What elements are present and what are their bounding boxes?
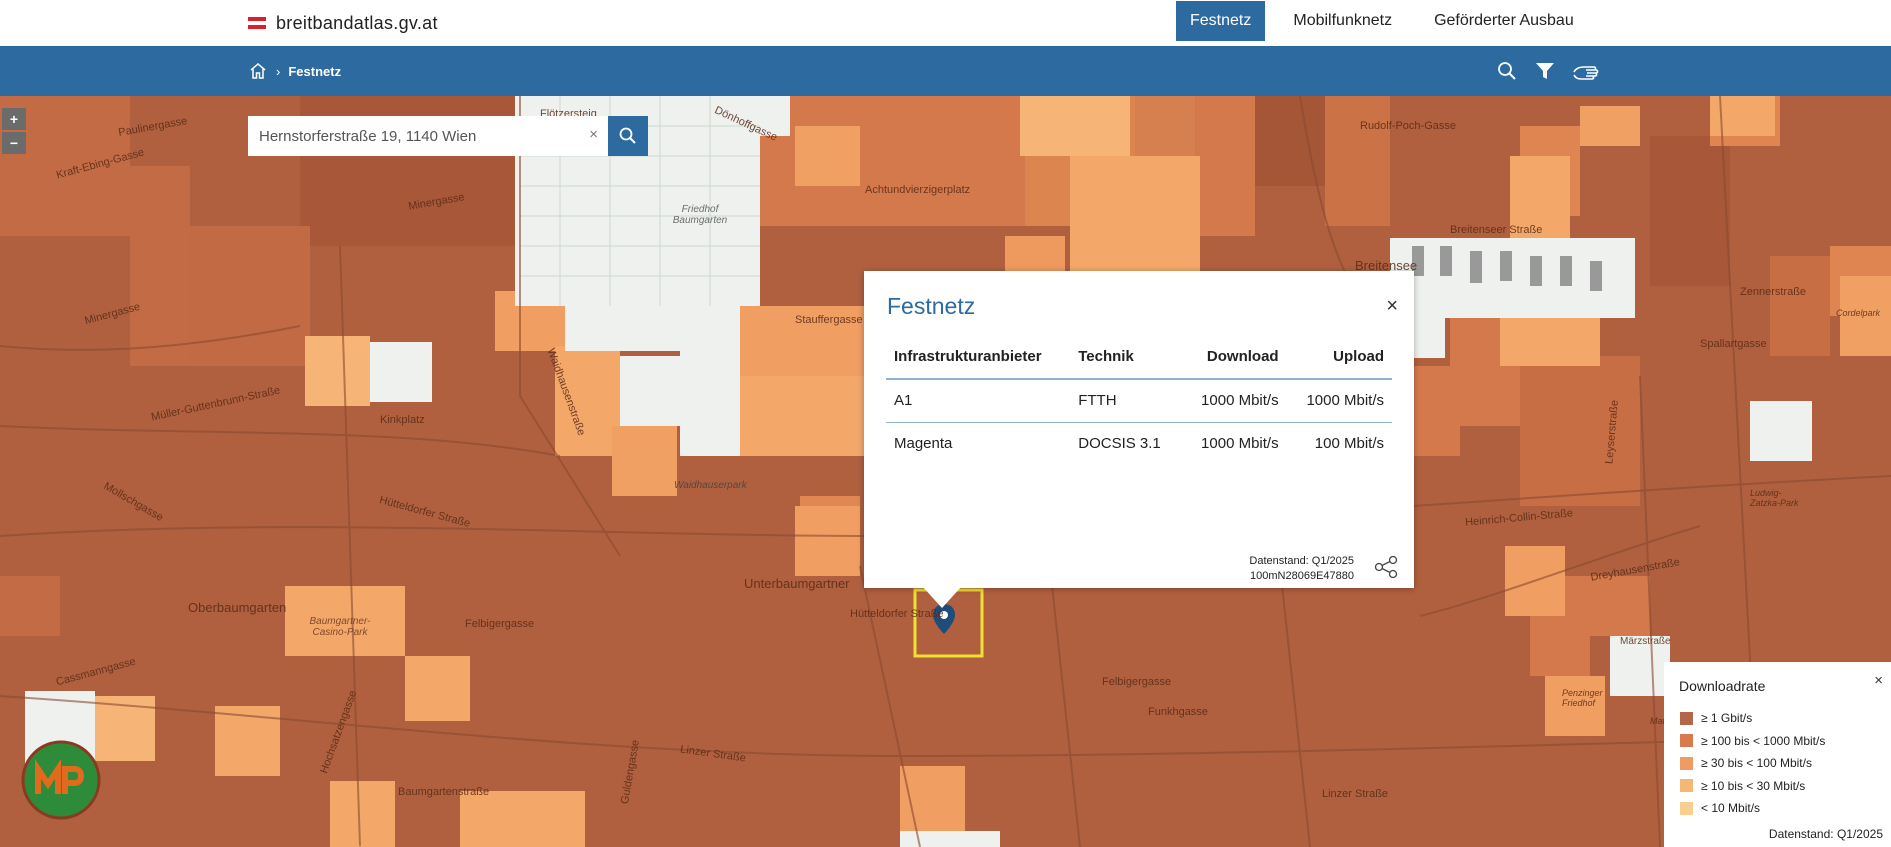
search-input[interactable]: Hernstorferstraße 19, 1140 Wien × — [248, 116, 608, 156]
legend-swatch — [1680, 779, 1693, 793]
legend-label: ≥ 30 bis < 100 Mbit/s — [1701, 756, 1812, 771]
fixed-network-popup: Festnetz × Infrastrukturanbieter Technik… — [864, 271, 1414, 588]
street-label: Achtundvierzigerplatz — [865, 184, 971, 196]
mp-logo — [21, 740, 101, 820]
legend-data-status: Datenstand: Q1/2025 — [1768, 827, 1883, 841]
breadcrumb: › Festnetz — [248, 46, 341, 96]
street-label: Felbigergasse — [465, 618, 535, 630]
breadcrumb-bar: › Festnetz — [0, 46, 1891, 96]
download-rate-legend: Downloadrate × ≥ 1 Gbit/s ≥ 100 bis < 10… — [1664, 662, 1891, 847]
street-label: Oberbaumgarten — [188, 600, 287, 615]
hand-pointer-icon[interactable] — [1572, 60, 1600, 82]
legend-label: ≥ 1 Gbit/s — [1701, 711, 1753, 726]
legend-close-icon[interactable]: × — [1874, 672, 1883, 689]
street-label: Ludwig-Zatzka-Park — [1750, 488, 1799, 508]
legend-list: ≥ 1 Gbit/s ≥ 100 bis < 1000 Mbit/s ≥ 30 … — [1680, 707, 1825, 820]
search-button[interactable] — [608, 116, 648, 156]
legend-title: Downloadrate — [1679, 678, 1766, 694]
map-tools — [1496, 46, 1600, 96]
legend-label: ≥ 10 bis < 30 Mbit/s — [1701, 778, 1806, 793]
austria-flag-icon — [248, 16, 266, 30]
street-label: Cordelpark — [1836, 308, 1881, 318]
provider-cell: Magenta — [894, 435, 953, 453]
breadcrumb-current: Festnetz — [288, 63, 342, 79]
legend-item: ≥ 30 bis < 100 Mbit/s — [1680, 752, 1825, 775]
provider-table: Infrastrukturanbieter Technik Download U… — [886, 335, 1392, 465]
zoom-controls: + − — [2, 108, 26, 154]
search-icon — [619, 127, 636, 144]
street-label: Felbigergasse — [1102, 676, 1172, 688]
street-label: Baumgartenstraße — [398, 786, 490, 798]
table-row: A1 FTTH 1000 Mbit/s 1000 Mbit/s — [886, 379, 1392, 423]
street-label: Rudolf-Poch-Gasse — [1360, 120, 1456, 132]
upload-cell: 100 Mbit/s — [1314, 435, 1384, 453]
street-label: Penzinger Friedhof — [1562, 688, 1603, 708]
brand-logo[interactable]: breitbandatlas.gv.at — [248, 10, 438, 36]
street-label: Zennerstraße — [1740, 286, 1807, 298]
legend-swatch — [1680, 711, 1693, 725]
street-label: Linzer Straße — [1322, 788, 1389, 800]
street-label: Spallartgasse — [1700, 338, 1767, 350]
street-label: Waidhauserpark — [674, 480, 747, 491]
nav-mobilfunknetz[interactable]: Mobilfunknetz — [1293, 12, 1393, 29]
filter-icon[interactable] — [1534, 60, 1556, 82]
street-label: Breitensee — [1355, 258, 1418, 273]
legend-swatch — [1680, 756, 1693, 770]
street-label: Kinkplatz — [380, 414, 425, 426]
popup-title: Festnetz — [887, 293, 976, 319]
clear-search-icon[interactable]: × — [589, 126, 598, 143]
column-header-upload: Upload — [1286, 335, 1392, 380]
search-icon[interactable] — [1496, 60, 1518, 82]
column-header-provider: Infrastrukturanbieter — [886, 335, 1071, 380]
table-row: Magenta DOCSIS 3.1 1000 Mbit/s 100 Mbit/… — [886, 422, 1392, 465]
street-label: Funkhgasse — [1148, 706, 1208, 718]
popup-footer: Datenstand: Q1/2025 100mN28069E47880 — [1249, 554, 1354, 584]
data-status: Datenstand: Q1/2025 — [1249, 555, 1354, 567]
technology-cell: FTTH — [1070, 379, 1182, 423]
street-label: Stauffergasse — [795, 314, 863, 326]
street-label: Friedhof Baumgarten — [672, 204, 728, 226]
street-label: Breitenseer Straße — [1450, 224, 1543, 236]
share-icon[interactable] — [1374, 556, 1398, 578]
street-label: Baumgartner-Casino-Park — [309, 616, 371, 638]
cell-id: 100mN28069E47880 — [1250, 570, 1354, 582]
legend-item: ≥ 10 bis < 30 Mbit/s — [1680, 775, 1825, 798]
table-header-row: Infrastrukturanbieter Technik Download U… — [886, 335, 1392, 380]
popup-close-icon[interactable]: × — [1386, 295, 1398, 317]
legend-label: ≥ 100 bis < 1000 Mbit/s — [1701, 733, 1826, 748]
home-icon[interactable] — [248, 61, 268, 81]
legend-swatch — [1680, 801, 1693, 815]
download-cell: 1000 Mbit/s — [1181, 379, 1287, 423]
top-header: breitbandatlas.gv.at Festnetz Mobilfunkn… — [0, 0, 1891, 46]
street-label: Märzstraße — [1620, 636, 1671, 647]
column-header-technology: Technik — [1070, 335, 1182, 380]
nav-festnetz[interactable]: Festnetz — [1176, 1, 1266, 41]
upload-cell: 1000 Mbit/s — [1286, 379, 1392, 423]
zoom-in-button[interactable]: + — [2, 108, 26, 130]
street-label: Hütteldorfer Straße — [850, 608, 944, 620]
legend-item: < 10 Mbit/s — [1680, 797, 1825, 820]
legend-item: ≥ 100 bis < 1000 Mbit/s — [1680, 730, 1825, 753]
search-input-value: Hernstorferstraße 19, 1140 Wien — [259, 127, 477, 145]
popup-pointer — [922, 586, 962, 608]
legend-swatch — [1680, 734, 1693, 748]
zoom-out-button[interactable]: − — [2, 132, 26, 154]
address-search: Hernstorferstraße 19, 1140 Wien × — [248, 116, 648, 156]
column-header-download: Download — [1181, 335, 1287, 380]
legend-label: < 10 Mbit/s — [1701, 801, 1761, 816]
location-marker-icon[interactable] — [933, 604, 955, 634]
main-navigation: Festnetz Mobilfunknetz Geförderter Ausba… — [1176, 0, 1602, 46]
provider-cell: A1 — [886, 379, 1071, 423]
brand-name: breitbandatlas.gv.at — [276, 12, 438, 33]
technology-cell: DOCSIS 3.1 — [1078, 435, 1161, 453]
nav-gefoerderter-ausbau[interactable]: Geförderter Ausbau — [1434, 12, 1574, 29]
download-cell: 1000 Mbit/s — [1201, 435, 1279, 453]
street-label: Unterbaumgartner — [744, 576, 850, 591]
breadcrumb-separator-icon: › — [276, 63, 281, 79]
legend-item: ≥ 1 Gbit/s — [1680, 707, 1825, 730]
